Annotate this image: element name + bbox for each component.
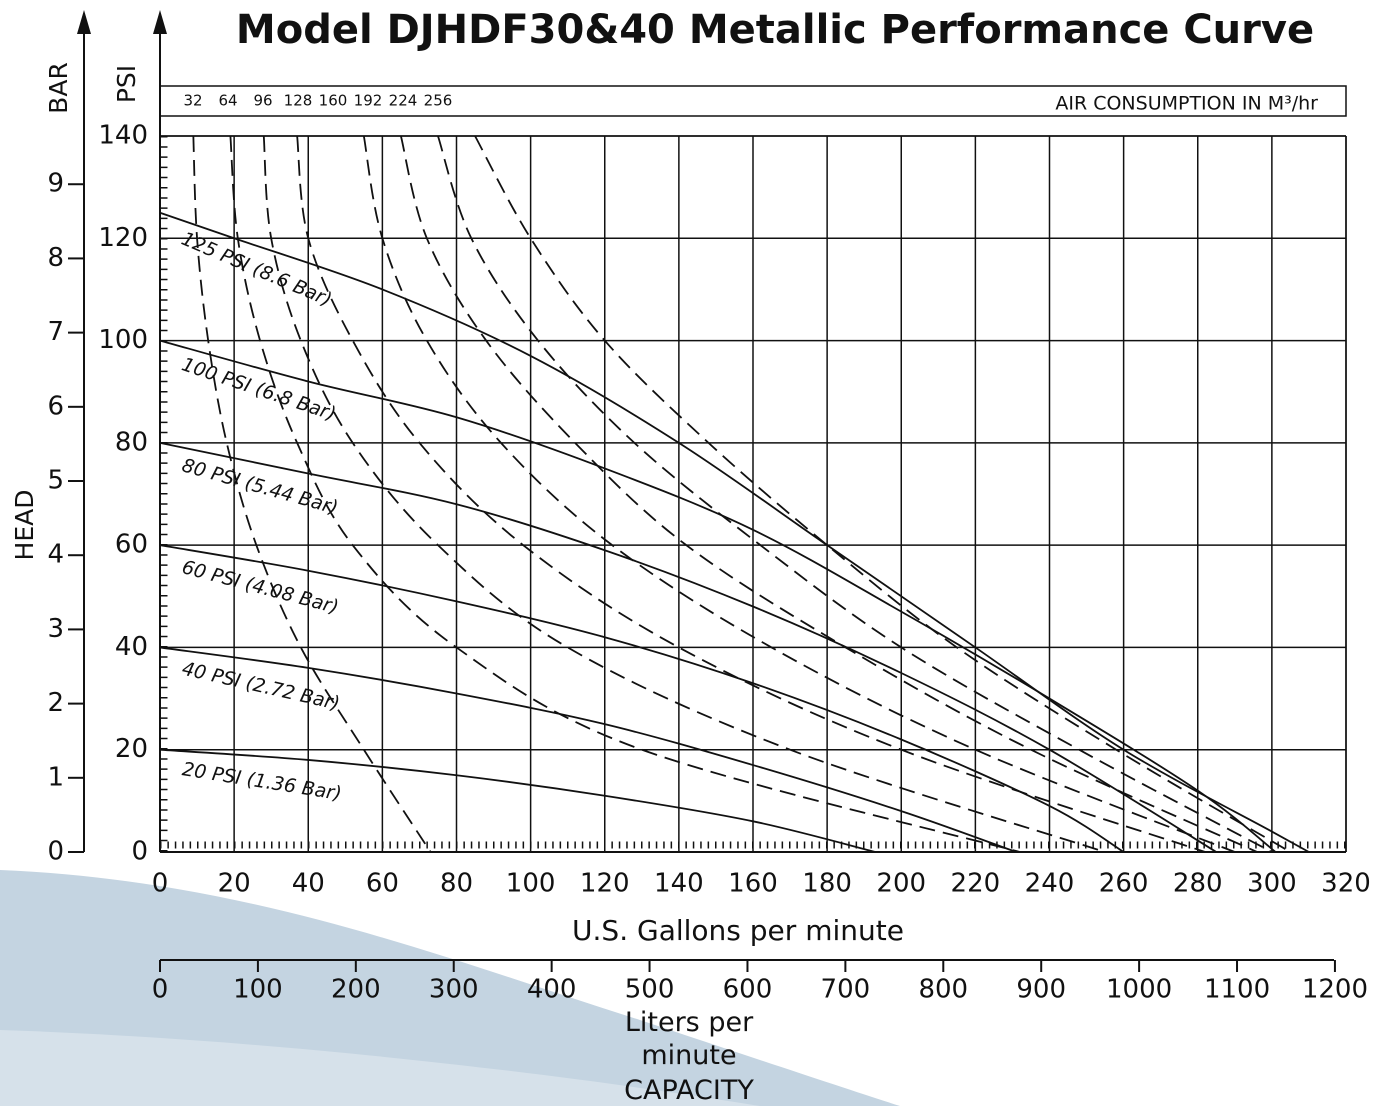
air-curve xyxy=(262,135,1106,853)
capacity-label: CAPACITY xyxy=(624,1075,754,1106)
air-curve-label: 224 xyxy=(389,92,418,110)
x-tick-label: 220 xyxy=(951,869,1001,899)
air-curve-label: 160 xyxy=(319,92,348,110)
x2-tick-label: 1200 xyxy=(1302,975,1368,1005)
y-axis-label: PSI xyxy=(112,65,141,103)
x-tick-label: 280 xyxy=(1173,869,1223,899)
y2-tick-label: 5 xyxy=(47,466,64,496)
x2-tick-label: 400 xyxy=(527,975,577,1005)
air-curve-label: 64 xyxy=(218,92,237,110)
air-curve-label: 192 xyxy=(354,92,383,110)
x-tick-label: 180 xyxy=(802,869,852,899)
curve-label: 40 PSI (2.72 Bar) xyxy=(180,658,342,715)
x2-tick-label: 900 xyxy=(1016,975,1066,1005)
y-tick-label: 20 xyxy=(115,734,148,764)
y2-tick-label: 2 xyxy=(47,688,64,718)
pressure-curve xyxy=(159,544,1125,853)
x2-tick-label: 1100 xyxy=(1204,975,1270,1005)
x2-tick-label: 600 xyxy=(723,975,773,1005)
x2-tick-label: 200 xyxy=(331,975,381,1005)
y-tick-label: 120 xyxy=(98,223,148,253)
curve-label: 60 PSI (4.08 Bar) xyxy=(180,556,341,618)
y-tick-label: 80 xyxy=(115,427,148,457)
x-tick-label: 40 xyxy=(292,869,325,899)
x2-tick-label: 1000 xyxy=(1106,975,1172,1005)
pressure-curve xyxy=(159,646,1017,853)
curve-label: 100 PSI (6.8 Bar) xyxy=(179,353,339,425)
y-tick-label: 0 xyxy=(131,837,148,867)
air-curve xyxy=(474,135,1291,853)
air-curve xyxy=(400,135,1258,853)
pressure-curve xyxy=(159,748,876,853)
y2-tick-label: 6 xyxy=(47,391,64,421)
pressure-curve xyxy=(159,441,1217,853)
head-label: HEAD xyxy=(10,490,39,561)
chart-title: Model DJHDF30&40 Metallic Performance Cu… xyxy=(236,7,1314,53)
x-tick-label: 120 xyxy=(580,869,630,899)
y2-tick-label: 3 xyxy=(47,614,64,644)
pressure-curve xyxy=(159,211,1310,853)
air-curve-label: 128 xyxy=(284,92,313,110)
y2-tick-label: 0 xyxy=(47,837,64,867)
x-tick-label: 160 xyxy=(728,869,778,899)
y2-tick-label: 8 xyxy=(47,243,64,273)
x-tick-label: 320 xyxy=(1321,869,1371,899)
air-curve-label: 32 xyxy=(183,92,202,110)
y2-axis-label: BAR xyxy=(44,62,73,114)
x-tick-label: 260 xyxy=(1099,869,1149,899)
air-label: AIR CONSUMPTION IN M³/hr xyxy=(1055,93,1318,115)
curves xyxy=(159,135,1310,853)
x2-tick-label: 700 xyxy=(821,975,871,1005)
x2-tick-label: 0 xyxy=(152,975,169,1005)
air-curve xyxy=(192,135,432,853)
x-tick-label: 60 xyxy=(366,869,399,899)
x2-tick-label: 500 xyxy=(625,975,675,1005)
y2-tick-label: 9 xyxy=(47,169,64,199)
x-tick-label: 240 xyxy=(1025,869,1075,899)
x-tick-label: 140 xyxy=(654,869,704,899)
pressure-curve xyxy=(159,339,1277,853)
x-tick-label: 200 xyxy=(876,869,926,899)
y-axis-arrow xyxy=(153,10,167,34)
curve-label: 125 PSI (8.6 Bar) xyxy=(178,228,335,311)
air-curve xyxy=(362,135,1236,853)
x-tick-label: 100 xyxy=(506,869,556,899)
y2-tick-label: 4 xyxy=(47,540,64,570)
x-tick-label: 80 xyxy=(440,869,473,899)
air-curve-label: 96 xyxy=(253,92,272,110)
y-tick-label: 60 xyxy=(115,530,148,560)
y-tick-label: 40 xyxy=(115,632,148,662)
air-curve-label: 256 xyxy=(424,92,453,110)
y-tick-label: 100 xyxy=(98,325,148,355)
x-tick-label: 0 xyxy=(152,869,169,899)
x-axis-label: U.S. Gallons per minute xyxy=(572,914,904,947)
air-curve xyxy=(296,135,1206,853)
x2-tick-label: 800 xyxy=(918,975,968,1005)
background-sweep xyxy=(0,1030,760,1106)
y2-tick-label: 7 xyxy=(47,317,64,347)
x2-axis-label: Liters per minute xyxy=(624,1007,754,1071)
y2-axis-arrow xyxy=(77,10,91,34)
x2-tick-label: 300 xyxy=(429,975,479,1005)
air-curve xyxy=(437,135,1273,853)
y2-tick-label: 1 xyxy=(47,762,64,792)
y-tick-label: 140 xyxy=(98,121,148,151)
air-curve xyxy=(229,135,1021,853)
x-tick-label: 300 xyxy=(1247,869,1297,899)
x2-tick-label: 100 xyxy=(233,975,283,1005)
curve-label: 20 PSI (1.36 Bar) xyxy=(181,758,344,805)
x-tick-label: 20 xyxy=(218,869,251,899)
